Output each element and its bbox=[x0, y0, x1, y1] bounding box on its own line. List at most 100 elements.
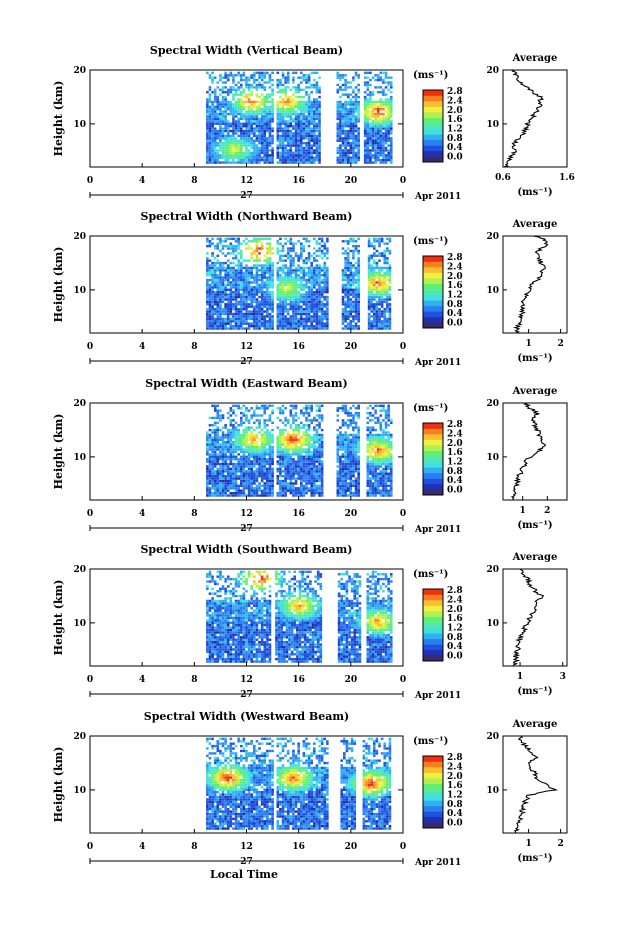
heatmap-cell bbox=[378, 293, 381, 296]
heatmap-cell bbox=[216, 115, 220, 118]
heatmap-cell bbox=[307, 266, 311, 270]
heatmap-cell bbox=[239, 98, 243, 101]
heatmap-cell bbox=[297, 83, 300, 87]
heatmap-cell bbox=[229, 105, 233, 108]
heatmap-cell bbox=[232, 146, 235, 150]
heatmap-cell bbox=[237, 448, 240, 451]
heatmap-cell bbox=[302, 271, 306, 274]
heatmap-cell bbox=[263, 421, 267, 425]
heatmap-cell bbox=[211, 151, 214, 155]
heatmap-cell bbox=[305, 278, 308, 282]
heatmap-cell bbox=[213, 457, 217, 461]
heatmap-cell bbox=[206, 271, 209, 274]
heatmap-cell bbox=[268, 122, 272, 125]
heatmap-cell bbox=[247, 95, 251, 99]
heatmap-cell bbox=[232, 237, 235, 241]
heatmap-cell bbox=[299, 120, 303, 123]
heatmap-cell bbox=[247, 271, 251, 274]
heatmap-cell bbox=[284, 146, 287, 150]
heatmap-cell bbox=[258, 438, 261, 441]
heatmap-cell bbox=[379, 151, 383, 155]
heatmap-cell bbox=[271, 477, 274, 480]
heatmap-cell bbox=[297, 257, 300, 260]
heatmap-cell bbox=[297, 293, 300, 296]
heatmap-cell bbox=[354, 154, 358, 157]
heatmap-cell bbox=[279, 431, 282, 434]
heatmap-cell bbox=[221, 103, 225, 106]
heatmap-cell bbox=[221, 110, 225, 113]
heatmap-cell bbox=[253, 327, 256, 330]
heatmap-cell bbox=[247, 122, 251, 125]
heatmap-cell bbox=[216, 112, 220, 116]
heatmap-cell bbox=[349, 156, 353, 159]
heatmap-cell bbox=[299, 467, 303, 471]
heatmap-cell bbox=[247, 474, 251, 478]
heatmap-cell bbox=[226, 457, 230, 461]
heatmap-cell bbox=[245, 93, 248, 96]
heatmap-cell bbox=[255, 414, 259, 417]
heatmap-cell bbox=[234, 249, 238, 253]
heatmap-cell bbox=[387, 115, 390, 118]
heatmap-cell bbox=[292, 86, 295, 89]
heatmap-cell bbox=[253, 161, 256, 164]
heatmap-cell bbox=[297, 438, 300, 441]
heatmap-cell bbox=[380, 276, 384, 279]
heatmap-cell bbox=[213, 283, 217, 287]
heatmap-cell bbox=[266, 305, 269, 308]
heatmap-cell bbox=[211, 312, 214, 316]
heatmap-cell bbox=[307, 151, 311, 155]
heatmap-cell bbox=[250, 407, 254, 410]
heatmap-cell bbox=[336, 91, 340, 94]
heatmap-cell bbox=[229, 450, 233, 454]
heatmap-cell bbox=[239, 149, 243, 152]
heatmap-cell bbox=[313, 257, 316, 260]
heatmap-cell bbox=[357, 288, 360, 291]
heatmap-cell bbox=[352, 124, 355, 128]
heatmap-cell bbox=[250, 132, 254, 135]
heatmap-cell bbox=[255, 322, 259, 325]
heatmap-cell bbox=[384, 146, 388, 150]
heatmap-cell bbox=[369, 156, 372, 159]
heatmap-cell bbox=[250, 455, 254, 458]
heatmap-cell bbox=[279, 324, 282, 328]
heatmap-cell bbox=[344, 108, 347, 111]
heatmap-cell bbox=[239, 436, 243, 439]
colorbar-segment bbox=[423, 150, 443, 157]
heatmap-cell bbox=[367, 274, 371, 277]
heatmap-cell bbox=[286, 110, 290, 113]
heatmap-cell bbox=[229, 100, 233, 104]
heatmap-cell bbox=[263, 76, 267, 79]
heatmap-cell bbox=[315, 249, 319, 253]
heatmap-cell bbox=[386, 257, 389, 260]
heatmap-cell bbox=[229, 477, 233, 480]
heatmap-cell bbox=[245, 154, 248, 157]
heatmap-cell bbox=[349, 293, 353, 296]
heatmap-cell bbox=[310, 278, 314, 282]
heatmap-cell bbox=[276, 86, 280, 89]
heatmap-cell bbox=[320, 237, 324, 241]
heatmap-cell bbox=[266, 462, 269, 466]
heatmap-cell bbox=[344, 154, 347, 157]
heatmap-cell bbox=[258, 307, 261, 311]
heatmap-cell bbox=[253, 156, 256, 159]
heatmap-cell bbox=[245, 416, 248, 420]
heatmap-cell bbox=[349, 151, 353, 155]
heatmap-cell bbox=[229, 409, 233, 412]
heatmap-cell bbox=[292, 310, 295, 313]
heatmap-cell bbox=[346, 108, 350, 111]
heatmap-cell bbox=[242, 144, 246, 147]
heatmap-cell bbox=[378, 290, 381, 294]
heatmap-cell bbox=[229, 151, 233, 155]
heatmap-cell bbox=[346, 283, 350, 287]
heatmap-cell bbox=[234, 274, 238, 277]
heatmap-cell bbox=[284, 132, 287, 135]
heatmap-cell bbox=[206, 443, 209, 446]
heatmap-cell bbox=[310, 281, 314, 284]
heatmap-cell bbox=[384, 129, 388, 133]
heatmap-cell bbox=[239, 283, 243, 287]
heatmap-cell bbox=[237, 247, 240, 250]
heatmap-cell bbox=[234, 487, 238, 490]
heatmap-cell bbox=[263, 100, 267, 104]
heatmap-cell bbox=[247, 489, 251, 492]
heatmap-cell bbox=[294, 426, 298, 429]
